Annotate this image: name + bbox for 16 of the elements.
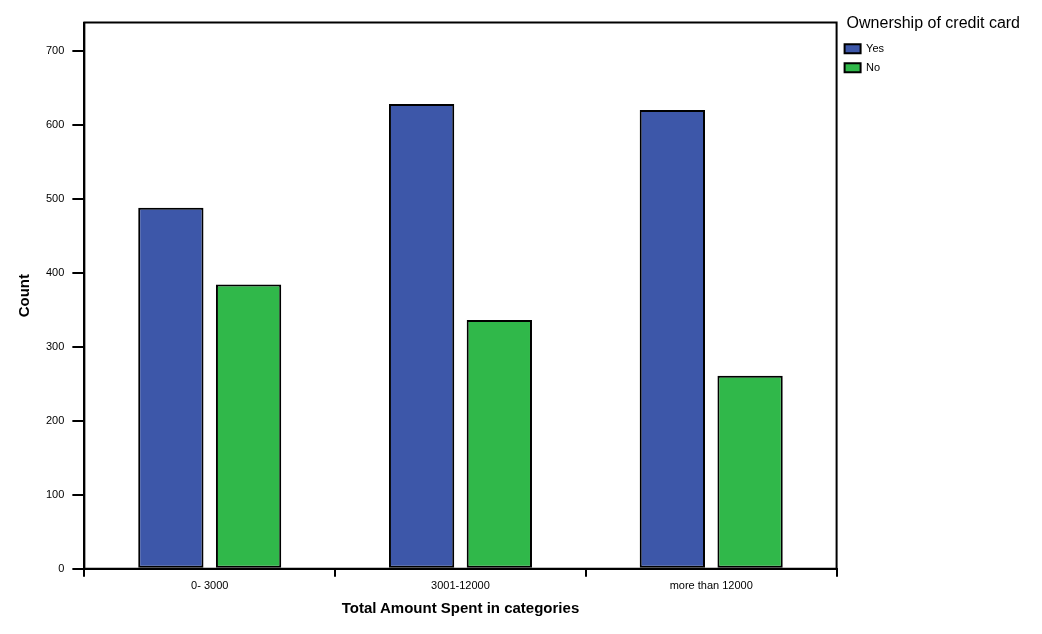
legend-label: Yes bbox=[866, 41, 885, 54]
y-tick-label: 500 bbox=[45, 191, 65, 204]
x-tick-label: more than 12000 bbox=[669, 579, 753, 592]
y-tick-label: 200 bbox=[45, 413, 65, 426]
y-tick-label: 0 bbox=[58, 561, 65, 574]
y-tick-label: 400 bbox=[45, 265, 65, 278]
x-tick-label: 3001-12000 bbox=[431, 579, 490, 592]
y-axis-title: Count bbox=[15, 274, 33, 318]
y-tick-label: 600 bbox=[45, 117, 65, 130]
y-tick-label: 300 bbox=[45, 339, 65, 352]
y-tick-label: 700 bbox=[45, 43, 65, 56]
x-tick-label: 0- 3000 bbox=[191, 579, 229, 592]
legend-label: No bbox=[866, 60, 881, 73]
x-axis-title: Total Amount Spent in categories bbox=[341, 599, 580, 617]
y-tick-label: 100 bbox=[45, 487, 65, 500]
legend-title: Ownership of credit card bbox=[846, 14, 1020, 32]
